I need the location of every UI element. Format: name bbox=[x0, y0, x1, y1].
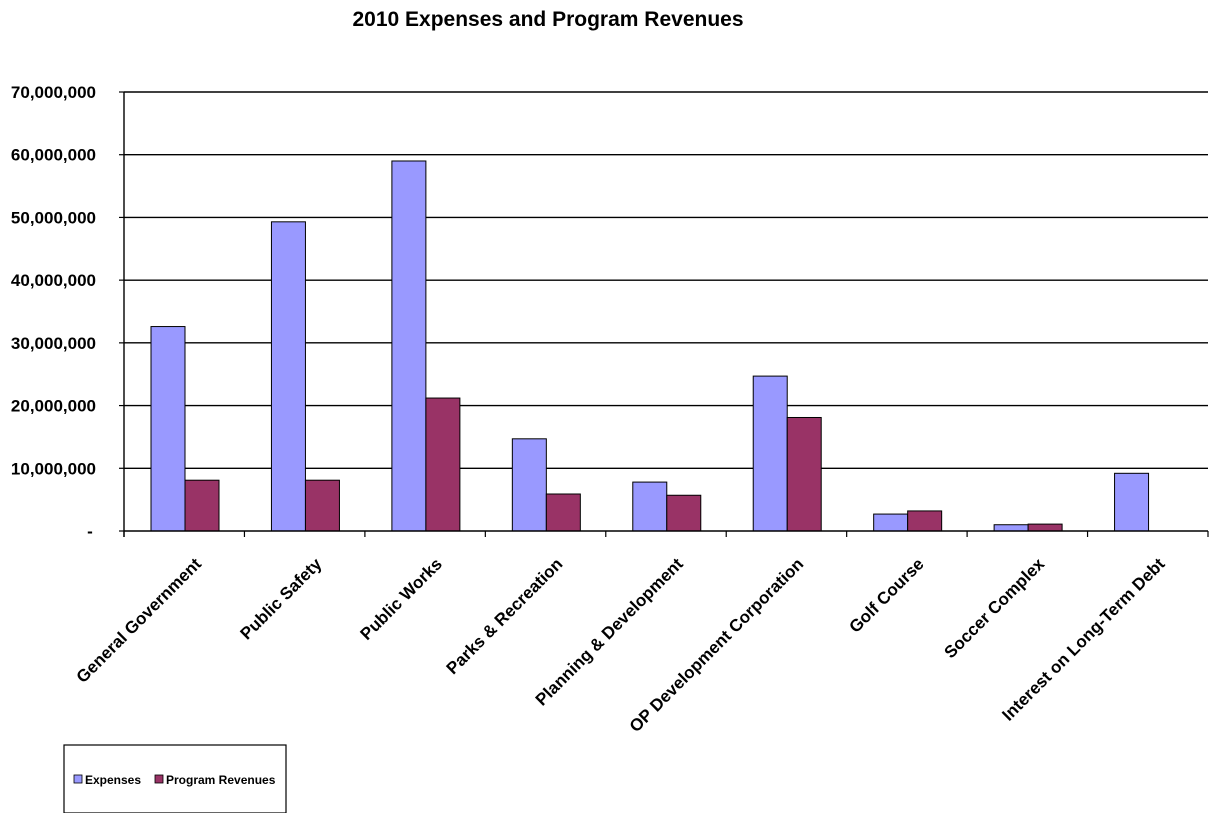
bar-expenses bbox=[150, 326, 186, 532]
x-tick-label: Public Works bbox=[357, 554, 446, 643]
bars bbox=[150, 160, 1150, 532]
bar-program-revenues bbox=[184, 479, 220, 532]
bar-expenses bbox=[873, 513, 909, 532]
bar-program-revenues bbox=[545, 493, 581, 532]
x-tick-label: Parks & Recreation bbox=[443, 554, 567, 678]
legend-swatch bbox=[73, 774, 83, 784]
bar-program-revenues bbox=[786, 416, 822, 532]
bar-program-revenues bbox=[304, 479, 340, 532]
bar-program-revenues bbox=[907, 510, 943, 532]
bar-program-revenues bbox=[425, 397, 461, 532]
bar-expenses bbox=[1114, 472, 1150, 532]
bar-expenses bbox=[993, 524, 1029, 532]
chart-title: 2010 Expenses and Program Revenues bbox=[352, 8, 743, 31]
y-tick-label: 40,000,000 bbox=[11, 271, 96, 290]
bar-expenses bbox=[511, 438, 547, 532]
x-tick-label: Public Safety bbox=[237, 554, 326, 643]
legend: Expenses Program Revenues bbox=[63, 744, 287, 813]
bar-expenses bbox=[752, 375, 788, 532]
bar-expenses bbox=[632, 481, 668, 532]
legend-label: Program Revenues bbox=[166, 773, 276, 787]
legend-label: Expenses bbox=[85, 773, 141, 787]
legend-swatch bbox=[154, 774, 164, 784]
axes bbox=[123, 92, 1209, 537]
y-tick-label: 60,000,000 bbox=[11, 146, 96, 165]
bar-expenses bbox=[270, 221, 306, 532]
y-tick-label: 30,000,000 bbox=[11, 334, 96, 353]
bar-expenses bbox=[391, 160, 427, 532]
bar-program-revenues bbox=[666, 494, 702, 532]
x-axis-labels: General Government Public Safety Public Wo… bbox=[73, 554, 1169, 736]
y-tick-label: 20,000,000 bbox=[11, 397, 96, 416]
x-tick-label: Soccer Complex bbox=[941, 554, 1049, 662]
y-tick-label: 10,000,000 bbox=[11, 459, 96, 478]
y-tick-label: 70,000,000 bbox=[11, 83, 96, 102]
y-tick-label: - bbox=[87, 522, 93, 541]
bar-program-revenues bbox=[1027, 523, 1063, 532]
y-axis-ticks: - 10,000,000 20,000,000 30,000,000 40,000,00… bbox=[11, 83, 124, 541]
legend-box bbox=[63, 744, 287, 813]
y-tick-label: 50,000,000 bbox=[11, 208, 96, 227]
x-tick-label: Golf Course bbox=[845, 554, 927, 636]
x-tick-label: General Government bbox=[73, 554, 206, 687]
